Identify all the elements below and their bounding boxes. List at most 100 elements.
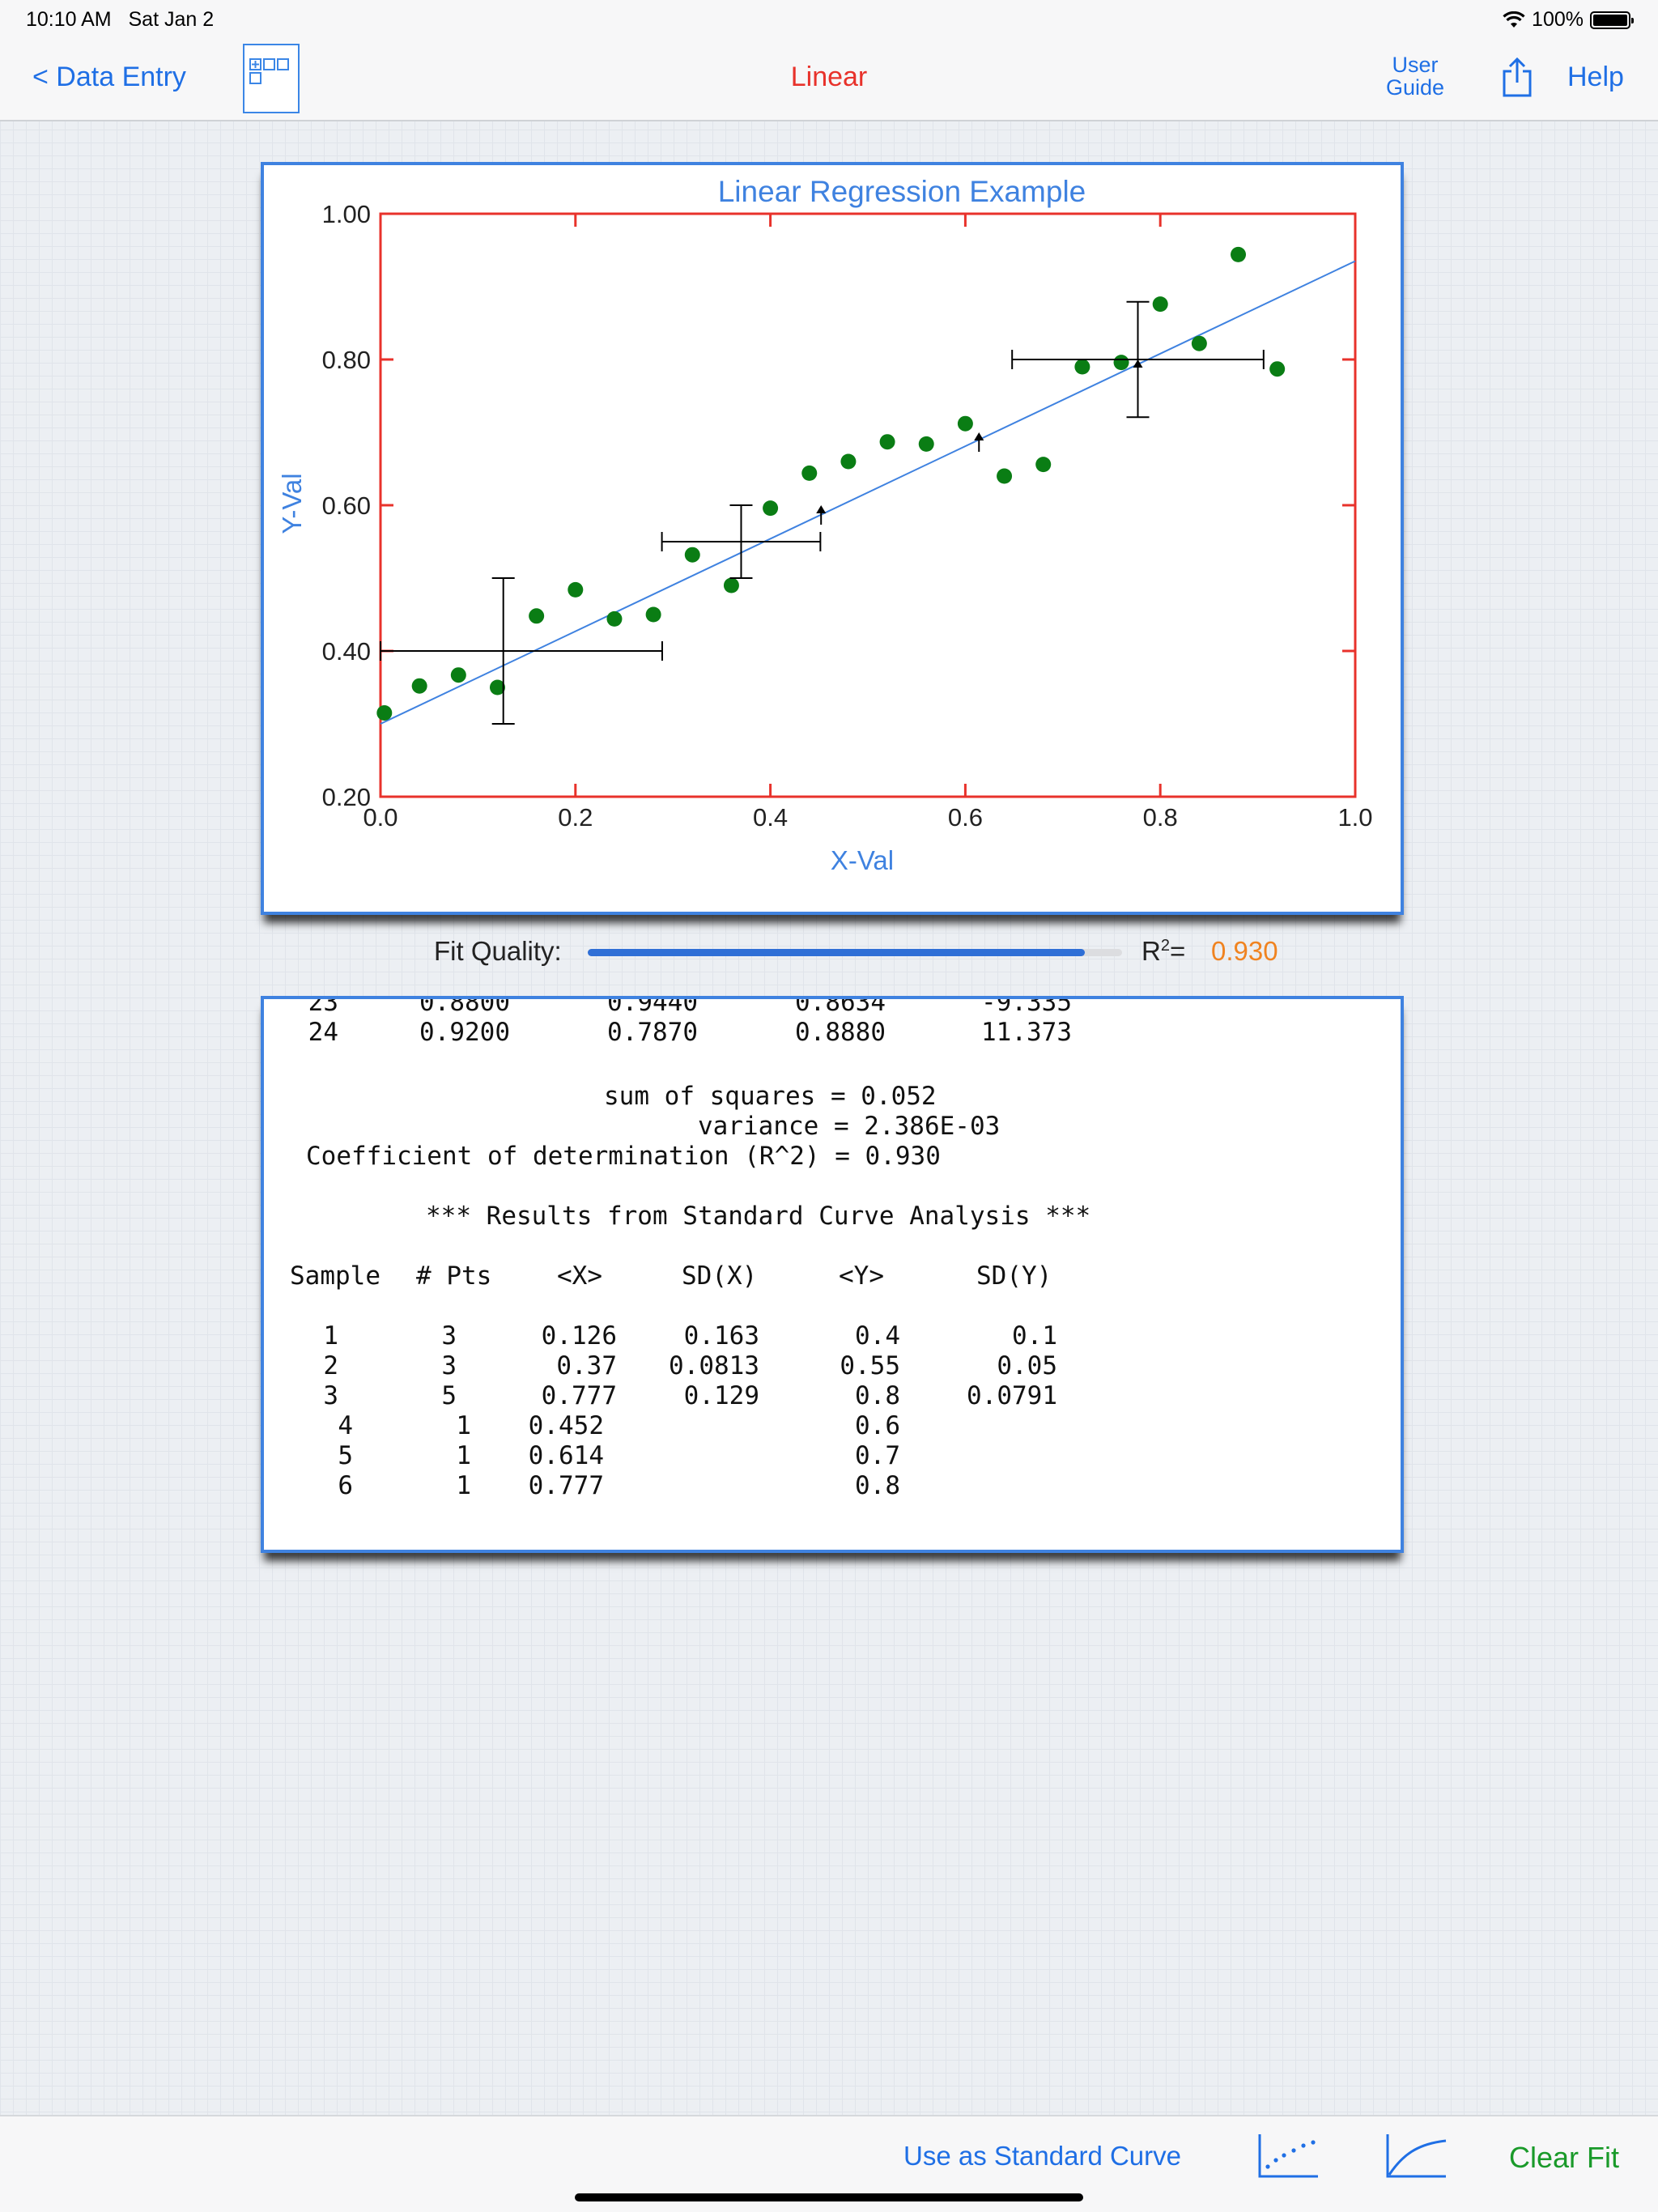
- column-header: Sample: [290, 1261, 380, 1291]
- bottom-toolbar: Use as Standard Curve Clear Fit: [0, 2115, 1658, 2212]
- regression-line: [380, 260, 1356, 725]
- sample-cell: 4: [338, 1411, 353, 1440]
- data-row-cell: 0.9440: [607, 996, 698, 1017]
- plot-frame: [379, 212, 1357, 798]
- x-tick-label: 0.6: [948, 803, 983, 832]
- unknown-sample-arrowhead: [816, 505, 827, 513]
- sample-cell: 0.55: [840, 1351, 900, 1380]
- sample-cell: 0.37: [556, 1351, 617, 1380]
- nav-bar: < Data Entry Linear User Guide Help: [0, 37, 1658, 121]
- sample-cell: 0.8: [855, 1471, 900, 1500]
- sample-cell: 0.8: [855, 1381, 900, 1410]
- sample-cell: 1: [456, 1411, 471, 1440]
- data-row-cell: -9.335: [981, 996, 1072, 1017]
- clear-fit-button[interactable]: Clear Fit: [1509, 2141, 1620, 2174]
- data-point: [411, 678, 427, 694]
- sample-cell: 0.1: [1012, 1321, 1057, 1351]
- sample-cell: 0.7: [855, 1441, 900, 1470]
- y-tick-label: 0.60: [322, 491, 371, 520]
- home-indicator: [575, 2193, 1083, 2201]
- results-heading: *** Results from Standard Curve Analysis…: [426, 1202, 1091, 1231]
- sample-cell: 0.777: [541, 1381, 617, 1410]
- column-header: <Y>: [839, 1261, 884, 1291]
- share-icon[interactable]: [1499, 57, 1535, 99]
- data-point: [606, 610, 623, 627]
- sample-cell: 0.163: [683, 1321, 759, 1351]
- column-header: SD(Y): [976, 1261, 1052, 1291]
- data-point: [997, 468, 1013, 484]
- sample-cell: 0.777: [528, 1471, 604, 1500]
- user-guide-button[interactable]: User Guide: [1386, 53, 1444, 99]
- chart-title: Linear Regression Example: [718, 175, 1086, 208]
- data-point: [568, 581, 584, 598]
- data-point: [840, 453, 857, 470]
- wifi-icon: [1503, 11, 1525, 28]
- data-point: [1269, 361, 1286, 377]
- sample-cell: 0.126: [541, 1321, 617, 1351]
- x-tick-label: 1.0: [1337, 803, 1372, 832]
- data-point: [1074, 359, 1090, 375]
- back-button[interactable]: < Data Entry: [32, 62, 186, 92]
- grid-layout-icon[interactable]: [243, 44, 300, 113]
- scatter-plot-icon[interactable]: [1253, 2131, 1321, 2180]
- data-point: [1152, 296, 1168, 313]
- r2-value: 0.930: [1211, 936, 1278, 966]
- sample-cell: 1: [323, 1321, 338, 1351]
- data-point: [376, 705, 393, 721]
- curve-fit-icon[interactable]: [1381, 2131, 1449, 2180]
- data-point: [763, 500, 779, 517]
- sample-cell: 3: [323, 1381, 338, 1410]
- sample-cell: 0.0791: [967, 1381, 1057, 1410]
- sample-cell: 0.129: [683, 1381, 759, 1410]
- coefficient-of-determination: Coefficient of determination (R^2) = 0.9…: [306, 1142, 941, 1171]
- data-row-cell: 0.8880: [795, 1018, 886, 1047]
- help-button[interactable]: Help: [1567, 62, 1624, 92]
- data-point: [1035, 457, 1052, 473]
- x-tick-label: 0.4: [753, 803, 788, 832]
- sample-cell: 1: [456, 1441, 471, 1470]
- sample-cell: 3: [441, 1351, 457, 1380]
- data-point: [529, 608, 545, 624]
- results-panel[interactable]: 23 0.8800 0.9440 0.8634 -9.335 24 0.9200 0.7870…: [261, 996, 1404, 1553]
- data-point: [1191, 335, 1207, 351]
- data-point: [450, 667, 466, 683]
- data-row-cell: 0.9200: [419, 1018, 510, 1047]
- use-as-standard-curve-button[interactable]: Use as Standard Curve: [903, 2141, 1182, 2171]
- fit-quality-fill: [588, 949, 1085, 956]
- sample-cell: 0.614: [528, 1441, 604, 1470]
- sample-cell: 5: [338, 1441, 353, 1470]
- sample-cell: 0.6: [855, 1411, 900, 1440]
- y-tick-label: 0.20: [322, 783, 371, 811]
- x-tick-label: 0.8: [1143, 803, 1178, 832]
- sample-cell: 0.452: [528, 1411, 604, 1440]
- unknown-sample-arrowhead: [1133, 359, 1143, 368]
- battery-icon: [1590, 11, 1634, 29]
- x-tick-label: 0.2: [558, 803, 593, 832]
- data-point: [684, 547, 700, 563]
- sample-cell: 2: [323, 1351, 338, 1380]
- fit-quality-label: Fit Quality:: [434, 936, 562, 966]
- sample-cell: 0.0813: [669, 1351, 759, 1380]
- y-axis-label: Y-Val: [277, 473, 307, 534]
- unknown-sample-arrowhead: [974, 432, 984, 440]
- data-point: [645, 606, 661, 623]
- y-tick-label: 1.00: [322, 200, 371, 228]
- user-guide-line1: User: [1392, 53, 1439, 77]
- sample-cell: 0.4: [855, 1321, 900, 1351]
- data-row-cell: 11.373: [981, 1018, 1072, 1047]
- sample-cell: 0.05: [997, 1351, 1057, 1380]
- r2-label: R2=: [1141, 936, 1186, 966]
- variance: variance = 2.386E-03: [698, 1112, 1001, 1141]
- sample-cell: 3: [441, 1321, 457, 1351]
- data-row-cell: 0.7870: [607, 1018, 698, 1047]
- sum-of-squares: sum of squares = 0.052: [604, 1082, 937, 1111]
- data-row-cell: 0.8634: [795, 996, 886, 1017]
- page-title: Linear: [790, 62, 868, 92]
- chart-panel: Linear Regression Example X-Val Y-Val 0.…: [261, 162, 1404, 915]
- column-header: SD(X): [682, 1261, 758, 1291]
- data-row-cell: 23: [308, 996, 338, 1017]
- data-point: [918, 436, 934, 452]
- status-bar: 10:10 AM Sat Jan 2 100%: [0, 0, 1658, 37]
- y-tick-label: 0.80: [322, 346, 371, 374]
- column-header: # Pts: [416, 1261, 492, 1291]
